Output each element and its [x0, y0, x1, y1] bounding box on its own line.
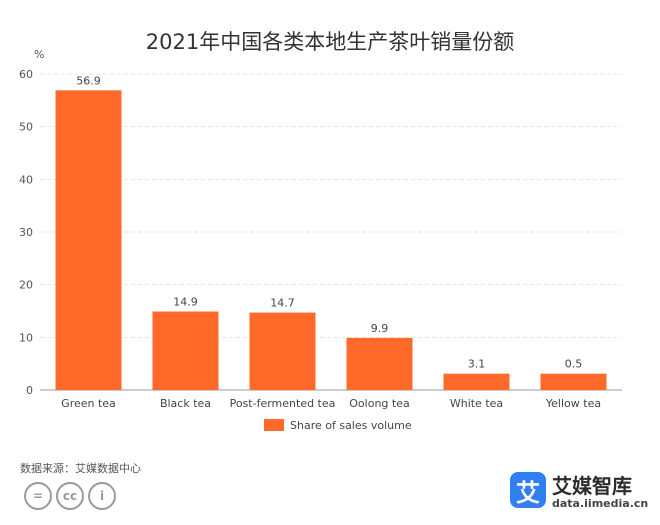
license-badges: = cc i — [24, 482, 116, 510]
cc-icon: cc — [56, 482, 84, 510]
x-tick-label: Yellow tea — [545, 397, 601, 410]
bar — [152, 311, 219, 390]
equals-icon: = — [24, 482, 52, 510]
x-tick-label: Black tea — [160, 397, 211, 410]
bar-chart: % 0 10 20 30 40 50 60 56.9 Green tea 14.9 Black tea… — [19, 48, 622, 432]
brand-url: data.iimedia.cn — [552, 497, 649, 510]
x-tick-label: Post-fermented tea — [230, 397, 336, 410]
data-label: 9.9 — [371, 322, 389, 335]
bar — [346, 337, 413, 390]
y-tick-label: 50 — [19, 121, 33, 134]
y-tick-label: 0 — [26, 384, 33, 397]
legend-label: Share of sales volume — [290, 419, 412, 432]
bar — [55, 90, 122, 391]
x-tick-label: Oolong tea — [349, 397, 409, 410]
chart-title: 2021年中国各类本地生产茶叶销量份额 — [145, 30, 515, 54]
y-tick-label: 60 — [19, 68, 33, 81]
y-tick-label: 30 — [19, 226, 33, 239]
source-note: 数据来源：艾媒数据中心 — [20, 462, 141, 475]
person-icon: i — [88, 482, 116, 510]
x-tick-label: Green tea — [61, 397, 116, 410]
y-tick-label: 20 — [19, 279, 33, 292]
legend-swatch — [264, 419, 284, 431]
x-tick-label: White tea — [450, 397, 503, 410]
data-label: 3.1 — [468, 358, 486, 371]
y-axis-label: % — [34, 48, 44, 61]
y-tick-label: 40 — [19, 173, 33, 186]
brand-name: 艾媒智库 — [552, 474, 632, 498]
data-label: 56.9 — [76, 74, 101, 87]
data-label: 0.5 — [565, 358, 583, 371]
data-label: 14.9 — [173, 296, 198, 309]
y-tick-label: 10 — [19, 331, 33, 344]
bar — [540, 373, 607, 390]
brand-logo-icon: 艾 — [510, 472, 546, 508]
data-label: 14.7 — [270, 297, 295, 310]
bar — [443, 373, 510, 390]
brand-watermark: 艾 艾媒智库 data.iimedia.cn — [510, 470, 660, 522]
bar — [249, 312, 316, 390]
